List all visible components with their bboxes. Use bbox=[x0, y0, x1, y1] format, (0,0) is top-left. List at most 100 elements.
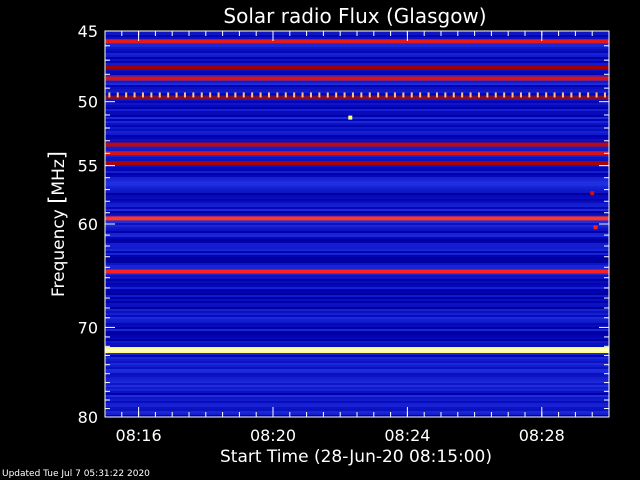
pulsed-line-dash bbox=[511, 92, 514, 98]
heatmap-row bbox=[105, 239, 609, 241]
heatmap-row bbox=[105, 203, 609, 205]
heatmap-row bbox=[105, 325, 609, 327]
heatmap-row bbox=[105, 229, 609, 231]
heatmap-row bbox=[105, 265, 609, 267]
heatmap-row bbox=[105, 111, 609, 113]
pulsed-line-dash bbox=[133, 92, 136, 98]
heatmap-row bbox=[105, 63, 609, 65]
heatmap-row bbox=[105, 75, 609, 77]
heatmap-row bbox=[105, 47, 609, 49]
pulsed-line-dash bbox=[150, 92, 153, 98]
y-tick-label: 50 bbox=[78, 93, 98, 112]
y-axis: 45 50 55 60 70 80 bbox=[78, 22, 609, 427]
heatmap-row bbox=[105, 173, 609, 175]
heatmap-row bbox=[105, 69, 609, 71]
pulsed-line-dash bbox=[284, 92, 287, 98]
pulsed-line-dash bbox=[293, 92, 296, 98]
pulsed-line-dash bbox=[217, 92, 220, 98]
heatmap-row bbox=[105, 405, 609, 407]
pulsed-line-dash bbox=[503, 92, 506, 98]
pulsed-line-dash bbox=[183, 92, 186, 98]
heatmap-row bbox=[105, 317, 609, 319]
y-tick-label: 80 bbox=[78, 408, 98, 427]
spectrogram-heatmap bbox=[105, 31, 609, 417]
heatmap-row bbox=[105, 57, 609, 59]
emission-band bbox=[105, 269, 609, 274]
pulsed-line-dash bbox=[351, 92, 354, 98]
heatmap-row bbox=[105, 253, 609, 255]
heatmap-row bbox=[105, 55, 609, 57]
pulsed-line-dash bbox=[486, 92, 489, 98]
heatmap-row bbox=[105, 105, 609, 107]
x-tick-label: 08:24 bbox=[384, 426, 430, 445]
heatmap-row bbox=[105, 101, 609, 103]
heatmap-row bbox=[105, 295, 609, 297]
heatmap-row bbox=[105, 311, 609, 313]
heatmap-row bbox=[105, 155, 609, 157]
heatmap-row bbox=[105, 91, 609, 93]
heatmap-row bbox=[105, 49, 609, 51]
pulsed-line-dash bbox=[427, 92, 430, 98]
pulsed-line-dash bbox=[335, 92, 338, 98]
heatmap-row bbox=[105, 175, 609, 177]
heatmap-row bbox=[105, 299, 609, 301]
pulsed-line-dash bbox=[444, 92, 447, 98]
heatmap-row bbox=[105, 225, 609, 227]
heatmap-row bbox=[105, 141, 609, 143]
emission-band bbox=[105, 95, 609, 100]
emission-band bbox=[105, 181, 609, 186]
heatmap-row bbox=[105, 355, 609, 357]
pulsed-line-dash bbox=[343, 92, 346, 98]
heatmap-row bbox=[105, 73, 609, 75]
pulsed-line-dash bbox=[377, 92, 380, 98]
heatmap-row bbox=[105, 197, 609, 199]
pulsed-line-dash bbox=[309, 92, 312, 98]
heatmap-row bbox=[105, 139, 609, 141]
heatmap-row bbox=[105, 103, 609, 105]
heatmap-row bbox=[105, 399, 609, 401]
heatmap-row bbox=[105, 389, 609, 391]
pulsed-line-dash bbox=[570, 92, 573, 98]
pulsed-line-dash bbox=[368, 92, 371, 98]
heatmap-row bbox=[105, 93, 609, 95]
heatmap-row bbox=[105, 261, 609, 263]
heatmap-row bbox=[105, 113, 609, 115]
heatmap-row bbox=[105, 361, 609, 363]
heatmap-row bbox=[105, 379, 609, 381]
emission-bands bbox=[105, 39, 609, 354]
pulsed-line-dash bbox=[125, 92, 128, 98]
heatmap-row bbox=[105, 89, 609, 91]
pulsed-line-dash bbox=[553, 92, 556, 98]
heatmap-row bbox=[105, 327, 609, 329]
emission-band bbox=[105, 76, 609, 81]
heatmap-row bbox=[105, 205, 609, 207]
heatmap-row bbox=[105, 243, 609, 245]
heatmap-row bbox=[105, 133, 609, 135]
heatmap-row bbox=[105, 247, 609, 249]
heatmap-row bbox=[105, 157, 609, 159]
heatmap-row bbox=[105, 303, 609, 305]
heatmap-row bbox=[105, 53, 609, 55]
pulsed-line-dash bbox=[385, 92, 388, 98]
y-tick-label: 70 bbox=[78, 318, 98, 337]
x-axis-label: Start Time (28-Jun-20 08:15:00) bbox=[220, 447, 492, 467]
heatmap-row bbox=[105, 275, 609, 277]
heatmap-row bbox=[105, 385, 609, 387]
heatmap-row bbox=[105, 331, 609, 333]
y-tick-label: 60 bbox=[78, 215, 98, 234]
pulsed-line-dash bbox=[200, 92, 203, 98]
pulsed-line-dash bbox=[175, 92, 178, 98]
heatmap-row bbox=[105, 43, 609, 45]
heatmap-row bbox=[105, 343, 609, 345]
pulsed-line-dash bbox=[477, 92, 480, 98]
heatmap-row bbox=[105, 179, 609, 181]
heatmap-row bbox=[105, 373, 609, 375]
heatmap-row bbox=[105, 137, 609, 139]
pulsed-line-dash bbox=[167, 92, 170, 98]
heatmap-row bbox=[105, 387, 609, 389]
heatmap-row bbox=[105, 115, 609, 117]
heatmap-row bbox=[105, 333, 609, 335]
pulsed-line-dash bbox=[528, 92, 531, 98]
heatmap-row bbox=[105, 189, 609, 191]
